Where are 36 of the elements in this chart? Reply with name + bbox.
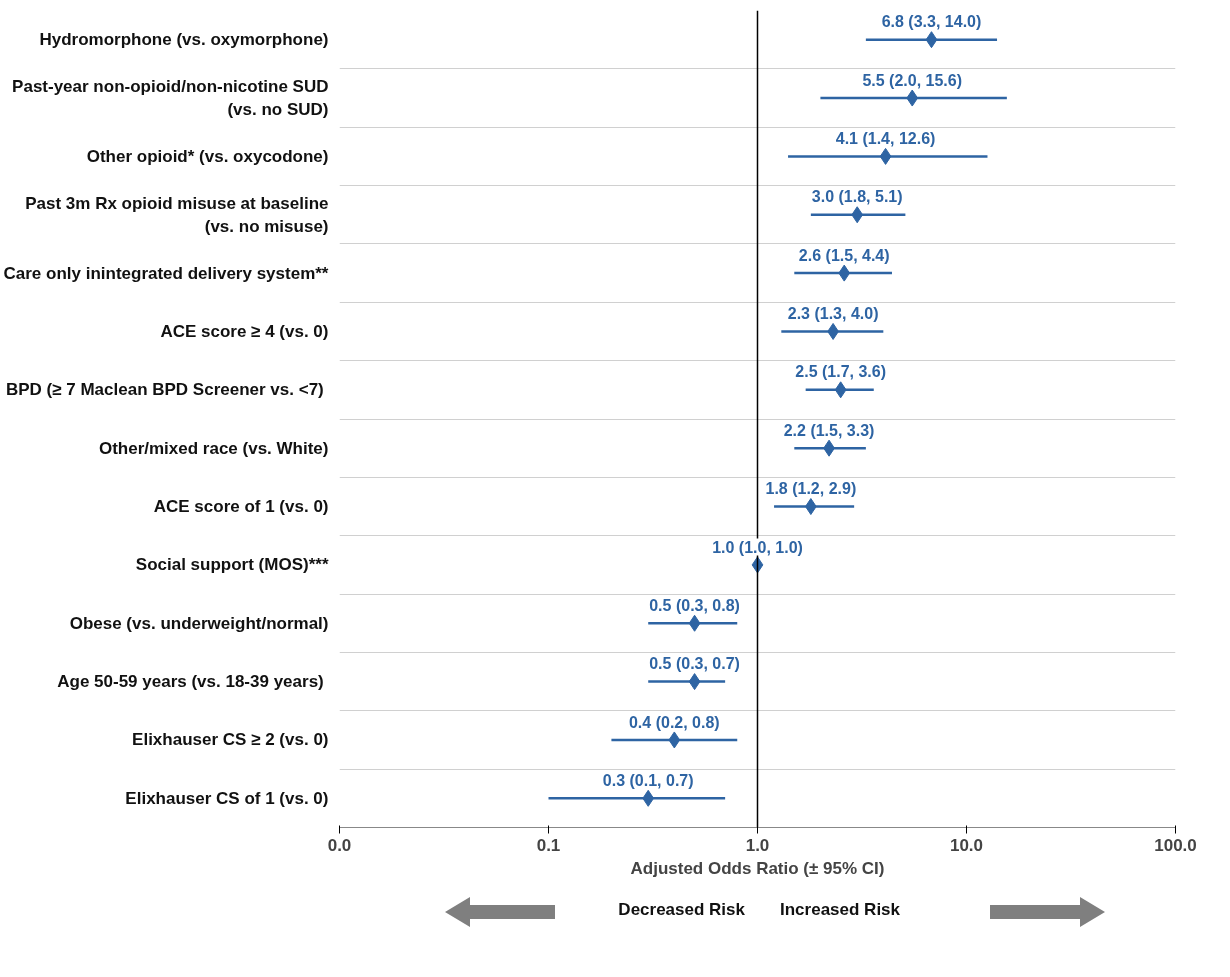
y-tick-label: Hydromorphone (vs. oxymorphone) [39,30,329,50]
y-tick-label: ACE score of 1 (vs. 0) [153,497,329,517]
y-tick-label: Past 3m Rx opioid misuse at baseline (vs. no misuse) [25,193,329,236]
x-tick-label: 100.0 [1154,835,1197,855]
x-tick-label: 10.0 [949,835,984,855]
data-label: 1.0 (1.0, 1.0) [712,538,803,556]
y-tick-label: Elixhauser CS ≥ 2 (vs. 0) [132,730,329,750]
data-label: 2.5 (1.7, 3.6) [795,363,887,381]
data-label: 2.2 (1.5, 3.3) [783,421,875,439]
y-tick-label: BPD (≥ 7 Maclean BPD Screener vs. <7) [5,380,324,400]
x-tick-label: 0.0 [327,835,352,855]
y-tick-label: Elixhauser CS of 1 (vs. 0) [125,788,329,808]
y-tick-label: Other/mixed race (vs. White) [98,438,329,458]
data-label: 0.4 (0.2, 0.8) [628,713,720,731]
x-tick-label: 1.0 [745,835,770,855]
data-label: 0.3 (0.1, 0.7) [602,771,694,789]
y-tick-label: Past-year non-opioid/non-nicotine SUD (vs. no SUD) [12,77,329,119]
data-label: 4.1 (1.4, 12.6) [835,130,936,148]
y-tick-label: Care only inintegrated delivery system** [3,263,329,283]
data-label: 6.8 (3.3, 14.0) [881,13,982,31]
data-label: 2.3 (1.3, 4.0) [787,305,879,323]
data-label: 5.5 (2.0, 15.6) [862,71,963,89]
x-tick-label: 0.1 [536,835,561,855]
y-tick-label: Other opioid* (vs. oxycodone) [86,146,329,166]
y-tick-label: ACE score ≥ 4 (vs. 0) [160,321,329,341]
x-axis-title: Adjusted Odds Ratio (± 95% CI) [630,858,885,878]
y-tick-label: Social support (MOS)*** [135,555,329,575]
text: Increased Risk [780,900,901,920]
text: Decreased Risk [618,900,745,920]
data-label: 2.6 (1.5, 4.4) [798,246,890,264]
data-label: 3.0 (1.8, 5.1) [811,188,903,206]
data-label: 1.8 (1.2, 2.9) [765,480,857,498]
y-tick-label: Age 50-59 years (vs. 18-39 years) [57,672,324,692]
data-label: 0.5 (0.3, 0.7) [649,655,740,673]
data-label: 0.5 (0.3, 0.8) [649,596,740,614]
y-tick-label: Obese (vs. underweight/normal) [69,613,329,633]
